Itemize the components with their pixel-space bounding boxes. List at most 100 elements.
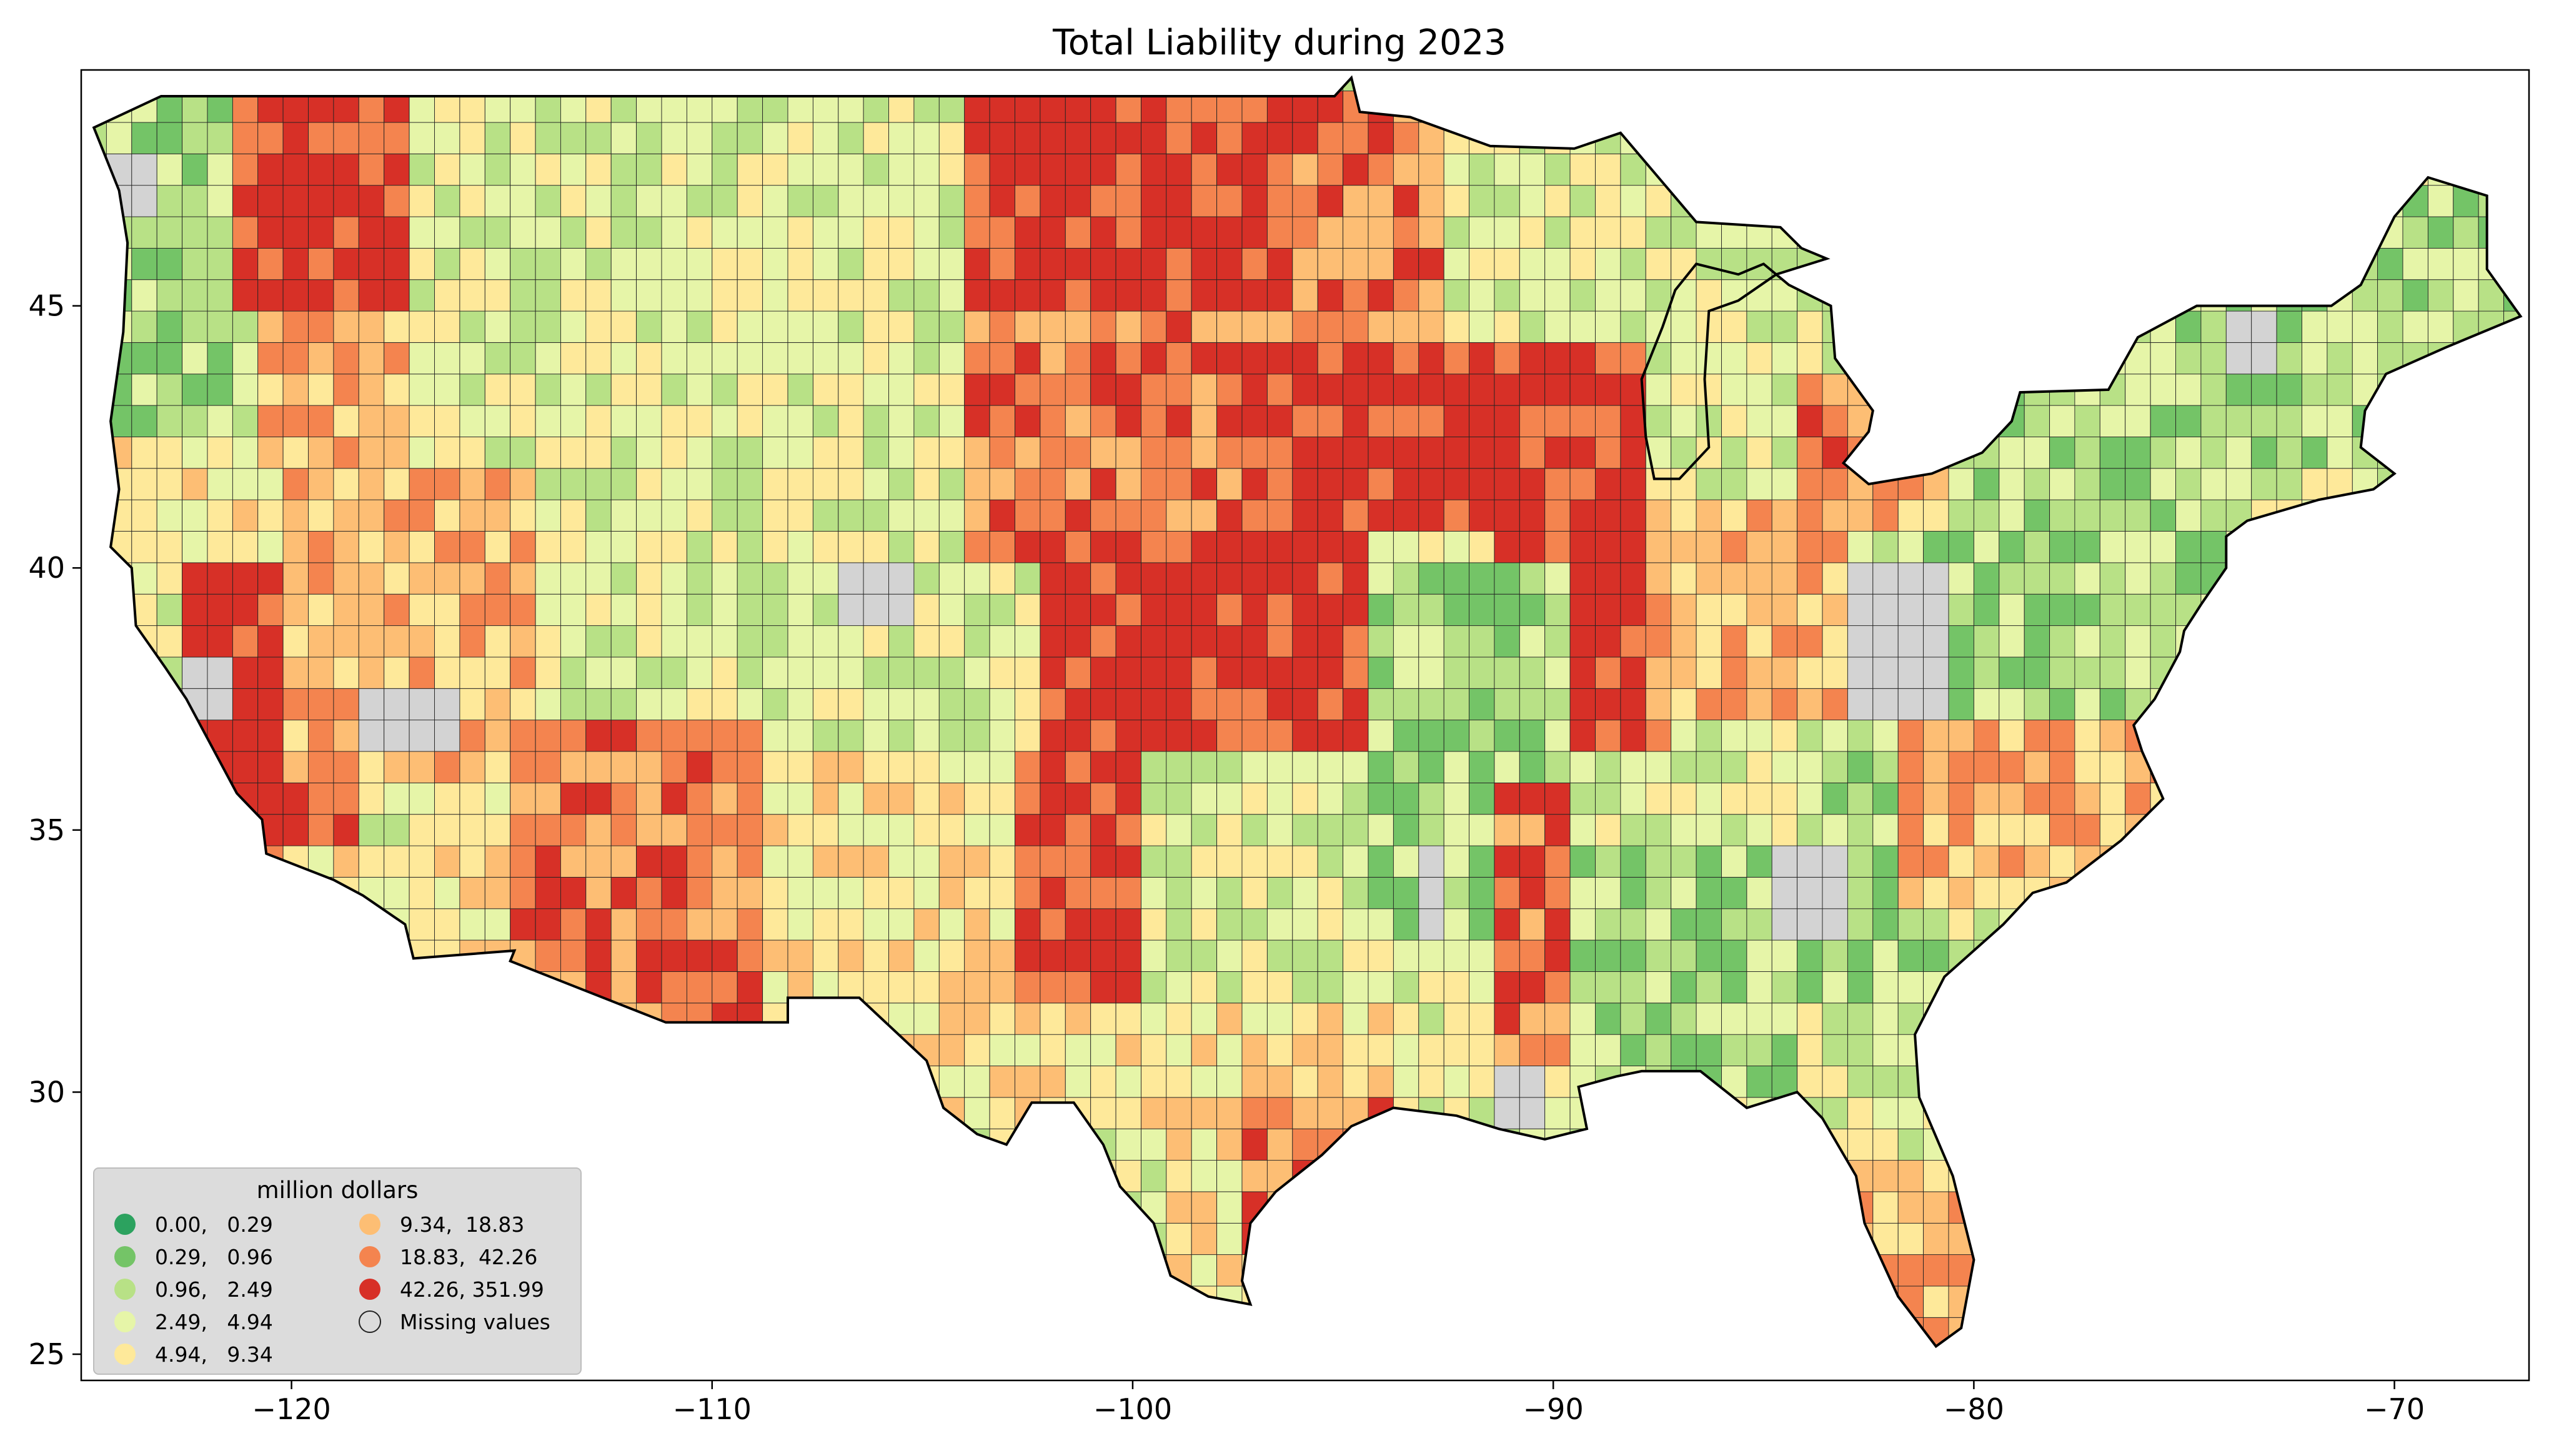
county-cell	[1544, 720, 1571, 752]
county-cell	[2225, 91, 2252, 123]
county-cell	[1241, 122, 1268, 154]
county-cell	[156, 531, 183, 563]
county-cell	[762, 1034, 788, 1066]
county-cell	[610, 593, 637, 626]
county-cell	[1292, 656, 1318, 689]
county-cell	[232, 562, 259, 595]
county-cell	[2453, 782, 2479, 815]
county-cell	[2327, 185, 2353, 217]
county-cell	[2529, 1129, 2554, 1160]
county-cell	[535, 342, 561, 375]
county-cell	[1822, 531, 1848, 563]
county-cell	[207, 499, 233, 532]
county-cell	[1620, 279, 1646, 312]
county-cell	[863, 656, 889, 689]
county-cell	[257, 562, 284, 595]
county-cell	[1091, 1349, 1116, 1380]
county-cell	[863, 1254, 889, 1287]
county-cell	[434, 845, 460, 878]
county-cell	[308, 77, 334, 92]
county-cell	[2427, 656, 2454, 689]
county-cell	[1317, 499, 1344, 532]
county-cell	[2125, 1285, 2151, 1318]
county-cell	[585, 247, 612, 280]
county-cell	[2327, 1034, 2353, 1066]
county-cell	[1065, 279, 1091, 312]
county-cell	[2125, 247, 2151, 280]
county-cell	[1696, 1191, 1722, 1224]
county-cell	[938, 720, 965, 752]
county-cell	[409, 971, 435, 1004]
county-cell	[1343, 1222, 1369, 1255]
county-cell	[1443, 279, 1470, 312]
county-cell	[1620, 1254, 1646, 1287]
county-cell	[2377, 782, 2403, 815]
county-cell	[1847, 782, 1874, 815]
county-cell	[2478, 1254, 2505, 1287]
county-cell	[2074, 782, 2100, 815]
county-cell	[459, 908, 485, 941]
county-cell	[989, 1191, 1015, 1224]
county-cell	[2150, 185, 2176, 217]
county-cell	[2150, 1191, 2176, 1224]
county-cell	[1872, 593, 1899, 626]
county-cell	[2150, 1128, 2176, 1161]
county-cell	[1393, 77, 1419, 92]
county-cell	[560, 720, 587, 752]
county-cell	[484, 720, 511, 752]
county-cell	[1292, 782, 1318, 815]
county-cell	[1544, 1003, 1571, 1035]
county-cell	[1393, 310, 1419, 343]
county-cell	[661, 720, 687, 752]
county-cell	[1569, 1034, 1596, 1066]
county-cell	[2427, 1317, 2454, 1347]
county-cell	[1317, 531, 1344, 563]
county-cell	[1822, 405, 1848, 437]
county-cell	[1973, 1317, 2000, 1347]
county-cell	[2377, 374, 2403, 406]
county-cell	[1343, 374, 1369, 406]
county-cell	[434, 720, 460, 752]
county-cell	[1696, 77, 1722, 92]
county-cell	[2125, 1222, 2151, 1255]
county-cell	[1721, 1222, 1747, 1255]
county-cell	[409, 562, 435, 595]
county-cell	[1241, 845, 1268, 878]
county-cell	[459, 845, 485, 878]
county-cell	[535, 374, 561, 406]
county-cell	[1015, 1349, 1040, 1380]
county-cell	[737, 77, 763, 92]
county-cell	[1241, 1097, 1268, 1129]
county-cell	[2125, 279, 2151, 312]
county-cell	[131, 405, 157, 437]
county-cell	[2024, 593, 2050, 626]
county-cell	[762, 216, 788, 249]
county-cell	[1948, 1285, 1974, 1318]
county-cell	[2402, 1034, 2428, 1066]
county-cell	[510, 499, 536, 532]
county-cell	[2453, 593, 2479, 626]
county-cell	[1771, 1034, 1798, 1066]
county-cell	[2175, 971, 2202, 1004]
county-cell	[812, 751, 839, 783]
county-cell	[2427, 1128, 2454, 1161]
county-cell	[712, 1349, 737, 1380]
county-cell	[1141, 1349, 1166, 1380]
county-cell	[2503, 845, 2521, 878]
county-cell	[888, 751, 915, 783]
county-cell	[1999, 688, 2025, 721]
county-cell	[94, 310, 107, 343]
county-cell	[687, 1349, 712, 1380]
county-cell	[1418, 908, 1444, 941]
county-cell	[1519, 1097, 1546, 1129]
county-cell	[333, 216, 359, 249]
county-cell	[1393, 1254, 1419, 1287]
county-cell	[1393, 1003, 1419, 1035]
county-cell	[358, 593, 385, 626]
county-cell	[1569, 782, 1596, 815]
county-cell	[1241, 185, 1268, 217]
county-cell	[712, 77, 738, 92]
county-cell	[1897, 1191, 1924, 1224]
county-cell	[1973, 499, 2000, 532]
county-cell	[2150, 562, 2176, 595]
